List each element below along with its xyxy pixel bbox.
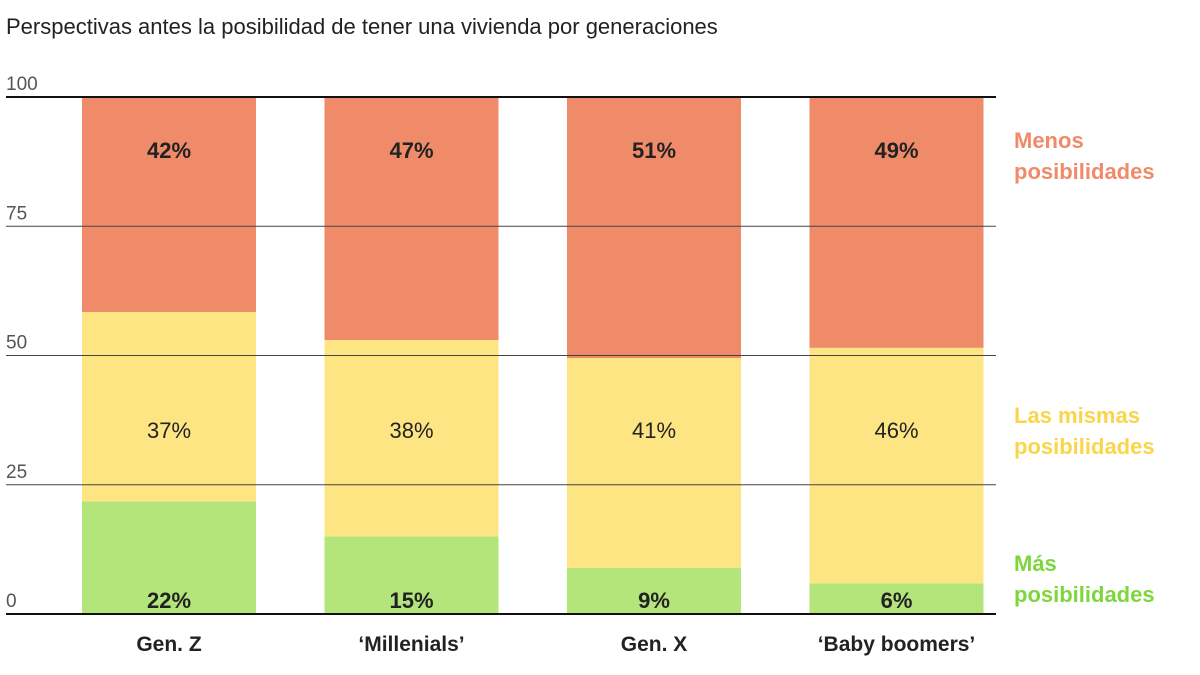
bar-segment-2-0: [567, 567, 741, 614]
data-label-1-0: 15%: [389, 588, 433, 613]
data-label-2-2: 51%: [632, 138, 676, 163]
bar-segment-1-2: [324, 97, 499, 340]
bar-segment-0-2: [82, 97, 256, 312]
legend-label-0-1: posibilidades: [1014, 159, 1155, 184]
bar-segment-3-1: [809, 347, 984, 584]
bar-segment-1-0: [324, 536, 499, 614]
bar-segment-0-1: [82, 311, 256, 502]
y-tick-label-2: 50: [6, 333, 27, 354]
data-label-0-0: 22%: [147, 588, 191, 613]
legend-label-2-0: Más: [1014, 551, 1057, 576]
x-category-label-1: ‘Millenials’: [358, 633, 464, 656]
bar-segment-3-2: [809, 97, 984, 348]
x-category-label-2: Gen. X: [621, 633, 688, 656]
y-tick-label-3: 75: [6, 203, 27, 224]
y-tick-label-0: 0: [6, 591, 17, 612]
data-label-1-1: 38%: [389, 418, 433, 443]
bar-segment-2-2: [567, 97, 741, 359]
bar-segment-3-0: [809, 583, 984, 614]
bar-segment-0-0: [82, 501, 256, 614]
bar-segment-1-1: [324, 339, 499, 537]
legend-label-0-0: Menos: [1014, 128, 1084, 153]
data-label-3-2: 49%: [874, 138, 918, 163]
x-category-label-3: ‘Baby boomers’: [818, 633, 976, 656]
legend-label-2-1: posibilidades: [1014, 582, 1155, 607]
data-label-2-0: 9%: [638, 588, 670, 613]
data-label-3-0: 6%: [881, 588, 913, 613]
data-label-1-2: 47%: [389, 138, 433, 163]
data-label-0-2: 42%: [147, 138, 191, 163]
y-tick-label-4: 100: [6, 74, 38, 95]
legend-label-1-0: Las mismas: [1014, 403, 1140, 428]
data-label-0-1: 37%: [147, 418, 191, 443]
data-label-3-1: 46%: [874, 418, 918, 443]
chart-title: Perspectivas antes la posibilidad de ten…: [6, 14, 718, 39]
x-category-label-0: Gen. Z: [136, 633, 202, 656]
y-tick-label-1: 25: [6, 462, 27, 483]
data-label-2-1: 41%: [632, 418, 676, 443]
bar-segment-2-1: [567, 358, 741, 568]
legend-label-1-1: posibilidades: [1014, 434, 1155, 459]
